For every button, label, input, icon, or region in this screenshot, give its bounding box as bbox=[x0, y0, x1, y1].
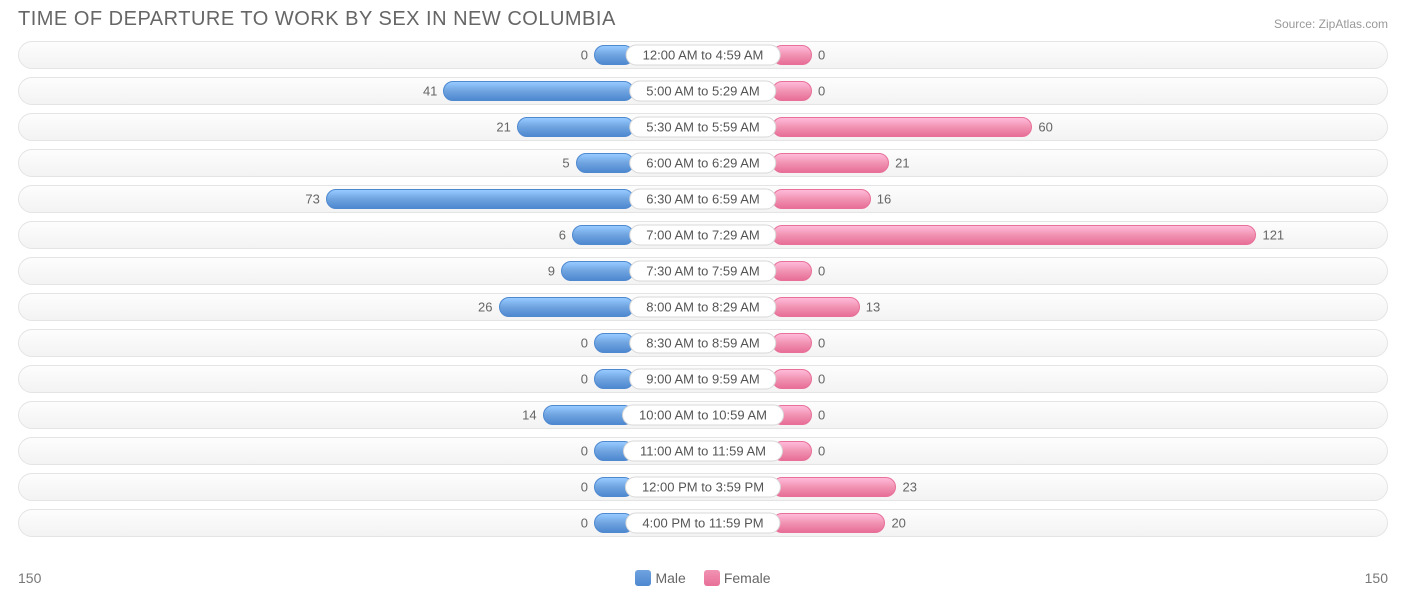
male-value: 0 bbox=[581, 372, 588, 387]
male-bar bbox=[572, 225, 634, 245]
female-value: 0 bbox=[818, 48, 825, 63]
female-value: 0 bbox=[818, 444, 825, 459]
female-bar bbox=[772, 369, 812, 389]
male-value: 26 bbox=[478, 300, 492, 315]
legend-male: Male bbox=[635, 570, 685, 586]
female-value: 20 bbox=[891, 516, 905, 531]
male-value: 0 bbox=[581, 336, 588, 351]
row-category-label: 6:00 AM to 6:29 AM bbox=[629, 153, 776, 174]
chart-row: 4:00 PM to 11:59 PM 0 20 bbox=[18, 509, 1388, 537]
female-bar bbox=[772, 297, 860, 317]
chart-row: 8:00 AM to 8:29 AM 26 13 bbox=[18, 293, 1388, 321]
chart-row: 7:30 AM to 7:59 AM 9 0 bbox=[18, 257, 1388, 285]
female-bar bbox=[772, 261, 812, 281]
chart-header: TIME OF DEPARTURE TO WORK BY SEX IN NEW … bbox=[0, 0, 1406, 37]
male-bar bbox=[594, 333, 634, 353]
legend-male-swatch bbox=[635, 570, 651, 586]
female-value: 60 bbox=[1038, 120, 1052, 135]
female-bar bbox=[772, 225, 1256, 245]
chart-row: 12:00 PM to 3:59 PM 0 23 bbox=[18, 473, 1388, 501]
legend-male-label: Male bbox=[655, 570, 685, 586]
row-category-label: 7:30 AM to 7:59 AM bbox=[629, 261, 776, 282]
row-category-label: 8:00 AM to 8:29 AM bbox=[629, 297, 776, 318]
chart-area: 12:00 AM to 4:59 AM 0 0 5:00 AM to 5:29 AM 4… bbox=[0, 37, 1406, 537]
female-bar bbox=[772, 81, 812, 101]
female-value: 23 bbox=[902, 480, 916, 495]
chart-source: Source: ZipAtlas.com bbox=[1274, 17, 1388, 31]
male-bar bbox=[543, 405, 634, 425]
male-bar bbox=[443, 81, 634, 101]
male-bar bbox=[561, 261, 634, 281]
legend-female: Female bbox=[704, 570, 771, 586]
male-value: 9 bbox=[548, 264, 555, 279]
chart-title: TIME OF DEPARTURE TO WORK BY SEX IN NEW … bbox=[18, 8, 616, 31]
chart-row: 11:00 AM to 11:59 AM 0 0 bbox=[18, 437, 1388, 465]
chart-row: 10:00 AM to 10:59 AM 14 0 bbox=[18, 401, 1388, 429]
row-category-label: 8:30 AM to 8:59 AM bbox=[629, 333, 776, 354]
row-category-label: 5:30 AM to 5:59 AM bbox=[629, 117, 776, 138]
male-value: 6 bbox=[559, 228, 566, 243]
axis-right-max: 150 bbox=[1365, 570, 1388, 586]
row-category-label: 12:00 PM to 3:59 PM bbox=[625, 477, 781, 498]
legend-female-swatch bbox=[704, 570, 720, 586]
male-value: 41 bbox=[423, 84, 437, 99]
male-value: 0 bbox=[581, 444, 588, 459]
row-category-label: 6:30 AM to 6:59 AM bbox=[629, 189, 776, 210]
female-value: 0 bbox=[818, 264, 825, 279]
male-bar bbox=[594, 369, 634, 389]
male-value: 14 bbox=[522, 408, 536, 423]
male-bar bbox=[517, 117, 634, 137]
male-bar bbox=[499, 297, 635, 317]
legend-female-label: Female bbox=[724, 570, 771, 586]
female-value: 0 bbox=[818, 84, 825, 99]
chart-row: 6:30 AM to 6:59 AM 73 16 bbox=[18, 185, 1388, 213]
female-bar bbox=[772, 513, 885, 533]
row-category-label: 12:00 AM to 4:59 AM bbox=[626, 45, 781, 66]
row-category-label: 10:00 AM to 10:59 AM bbox=[622, 405, 784, 426]
chart-row: 6:00 AM to 6:29 AM 5 21 bbox=[18, 149, 1388, 177]
chart-row: 5:00 AM to 5:29 AM 41 0 bbox=[18, 77, 1388, 105]
chart-row: 9:00 AM to 9:59 AM 0 0 bbox=[18, 365, 1388, 393]
row-category-label: 9:00 AM to 9:59 AM bbox=[629, 369, 776, 390]
male-bar bbox=[326, 189, 634, 209]
female-value: 13 bbox=[866, 300, 880, 315]
row-category-label: 7:00 AM to 7:29 AM bbox=[629, 225, 776, 246]
female-bar bbox=[772, 477, 896, 497]
chart-footer: 150 Male Female 150 bbox=[18, 570, 1388, 586]
female-bar bbox=[772, 189, 871, 209]
male-value: 0 bbox=[581, 48, 588, 63]
legend: Male Female bbox=[635, 570, 770, 586]
chart-row: 5:30 AM to 5:59 AM 21 60 bbox=[18, 113, 1388, 141]
female-value: 0 bbox=[818, 336, 825, 351]
row-category-label: 11:00 AM to 11:59 AM bbox=[623, 441, 783, 462]
female-bar bbox=[772, 117, 1032, 137]
chart-row: 8:30 AM to 8:59 AM 0 0 bbox=[18, 329, 1388, 357]
female-bar bbox=[772, 333, 812, 353]
female-bar bbox=[772, 153, 889, 173]
chart-row: 12:00 AM to 4:59 AM 0 0 bbox=[18, 41, 1388, 69]
female-value: 0 bbox=[818, 372, 825, 387]
male-value: 5 bbox=[562, 156, 569, 171]
female-value: 0 bbox=[818, 408, 825, 423]
row-category-label: 4:00 PM to 11:59 PM bbox=[625, 513, 780, 534]
male-bar bbox=[576, 153, 634, 173]
axis-left-max: 150 bbox=[18, 570, 41, 586]
male-value: 21 bbox=[496, 120, 510, 135]
female-value: 21 bbox=[895, 156, 909, 171]
male-value: 0 bbox=[581, 516, 588, 531]
chart-row: 7:00 AM to 7:29 AM 6 121 bbox=[18, 221, 1388, 249]
male-value: 73 bbox=[305, 192, 319, 207]
row-category-label: 5:00 AM to 5:29 AM bbox=[629, 81, 776, 102]
male-value: 0 bbox=[581, 480, 588, 495]
female-value: 16 bbox=[877, 192, 891, 207]
female-value: 121 bbox=[1262, 228, 1284, 243]
